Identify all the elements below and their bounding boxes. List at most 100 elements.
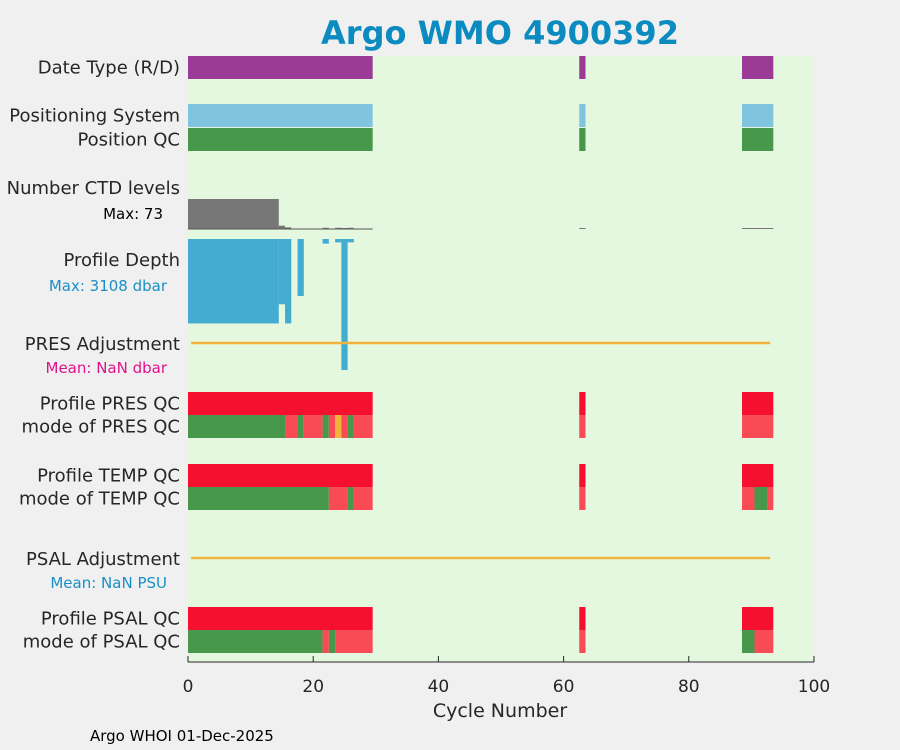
- bar-segment: [579, 128, 586, 151]
- bar-segment: [335, 630, 373, 653]
- depth-bar: [285, 239, 292, 324]
- bar-segment: [188, 56, 373, 79]
- bar-segment: [328, 415, 336, 438]
- row-label-6: mode of TEMP QC: [19, 489, 180, 510]
- bar-segment: [335, 415, 342, 438]
- row-label-3: Profile PRES QC: [40, 394, 180, 415]
- row-label-1: Positioning System: [9, 106, 180, 127]
- row-labels: Date Type (R/D) Positioning System Positio…: [7, 58, 180, 653]
- adjustment-label-1: PSAL Adjustment: [26, 549, 180, 570]
- depth-bar: [335, 239, 342, 243]
- ctd-bar: [285, 227, 292, 229]
- bar-segment: [742, 487, 755, 510]
- adjustment-label-0: PRES Adjustment: [25, 334, 180, 355]
- bar-segment: [742, 415, 774, 438]
- bar-segment: [579, 487, 586, 510]
- ctd-bar: [335, 227, 342, 229]
- bar-segment: [188, 415, 286, 438]
- adjustment-mean-label-1: Mean: NaN PSU: [50, 574, 167, 592]
- ctd-levels-label: Number CTD levels: [7, 178, 180, 199]
- bar-segment: [322, 630, 329, 653]
- x-axis: 0 20 40 60 80 100: [183, 656, 830, 697]
- bar-segment: [347, 415, 354, 438]
- depth-bar: [347, 239, 354, 243]
- bar-segment: [742, 392, 774, 415]
- row-8: [188, 630, 774, 653]
- bar-segment: [188, 392, 373, 415]
- row-0: [188, 56, 774, 79]
- x-tick-label: 80: [678, 677, 700, 697]
- ctd-max-label: Max: 73: [103, 205, 163, 223]
- bar-segment: [754, 630, 774, 653]
- row-label-2: Position QC: [77, 130, 180, 151]
- x-tick-label: 100: [798, 677, 830, 697]
- x-tick-label: 20: [302, 677, 324, 697]
- ctd-bar: [742, 228, 774, 229]
- bar-segment: [579, 56, 586, 79]
- bar-segment: [579, 392, 586, 415]
- bar-segment: [742, 607, 774, 630]
- bar-segment: [188, 487, 329, 510]
- row-2: [188, 128, 774, 151]
- row-label-5: Profile TEMP QC: [37, 466, 180, 487]
- row-3: [188, 392, 774, 415]
- bar-segment: [297, 415, 304, 438]
- bar-segment: [188, 464, 373, 487]
- ctd-bar: [188, 199, 279, 229]
- bar-segment: [188, 607, 373, 630]
- ctd-bar: [579, 228, 586, 229]
- row-4: [188, 415, 774, 438]
- profile-depth-label: Profile Depth: [63, 250, 180, 271]
- bar-segment: [579, 104, 586, 127]
- adjustment-mean-label-0: Mean: NaN dbar: [46, 359, 168, 377]
- bar-segment: [188, 630, 323, 653]
- bar-segment: [285, 415, 298, 438]
- chart-title: Argo WMO 4900392: [321, 14, 679, 52]
- depth-bar: [297, 239, 304, 296]
- x-tick-label: 60: [553, 677, 575, 697]
- row-7: [188, 607, 774, 630]
- bar-segment: [579, 607, 586, 630]
- ctd-bar: [322, 227, 329, 229]
- bar-segment: [742, 464, 774, 487]
- chart-marks: [188, 56, 774, 653]
- bar-segment: [353, 415, 373, 438]
- bar-segment: [579, 415, 586, 438]
- ctd-bar: [347, 227, 354, 229]
- bar-segment: [322, 415, 329, 438]
- row-label-8: mode of PSAL QC: [23, 632, 180, 653]
- ctd-bar: [278, 225, 286, 229]
- bar-segment: [754, 487, 768, 510]
- footer-credit: Argo WHOI 01-Dec-2025: [90, 727, 274, 745]
- bar-segment: [188, 128, 373, 151]
- x-tick-label: 0: [183, 677, 194, 697]
- bar-segment: [742, 630, 755, 653]
- bar-segment: [742, 128, 774, 151]
- plot-area: [188, 56, 814, 662]
- bar-segment: [742, 56, 774, 79]
- depth-max-label: Max: 3108 dbar: [49, 277, 168, 295]
- row-1: [188, 104, 774, 127]
- bar-segment: [742, 104, 774, 127]
- depth-bar: [188, 239, 279, 324]
- x-axis-title: Cycle Number: [433, 700, 567, 722]
- bar-segment: [188, 104, 373, 127]
- row-label-4: mode of PRES QC: [22, 417, 180, 438]
- bar-segment: [579, 630, 586, 653]
- row-5: [188, 464, 774, 487]
- bar-segment: [579, 464, 586, 487]
- depth-bar: [322, 239, 329, 244]
- row-6: [188, 487, 774, 510]
- x-tick-label: 40: [428, 677, 450, 697]
- bar-segment: [303, 415, 323, 438]
- bar-segment: [328, 630, 336, 653]
- bar-segment: [341, 415, 348, 438]
- bar-segment: [353, 487, 373, 510]
- bar-segment: [767, 487, 774, 510]
- depth-bar: [341, 239, 348, 371]
- row-label-7: Profile PSAL QC: [41, 609, 180, 630]
- bar-segment: [328, 487, 348, 510]
- depth-bar: [278, 239, 286, 305]
- bar-segment: [347, 487, 354, 510]
